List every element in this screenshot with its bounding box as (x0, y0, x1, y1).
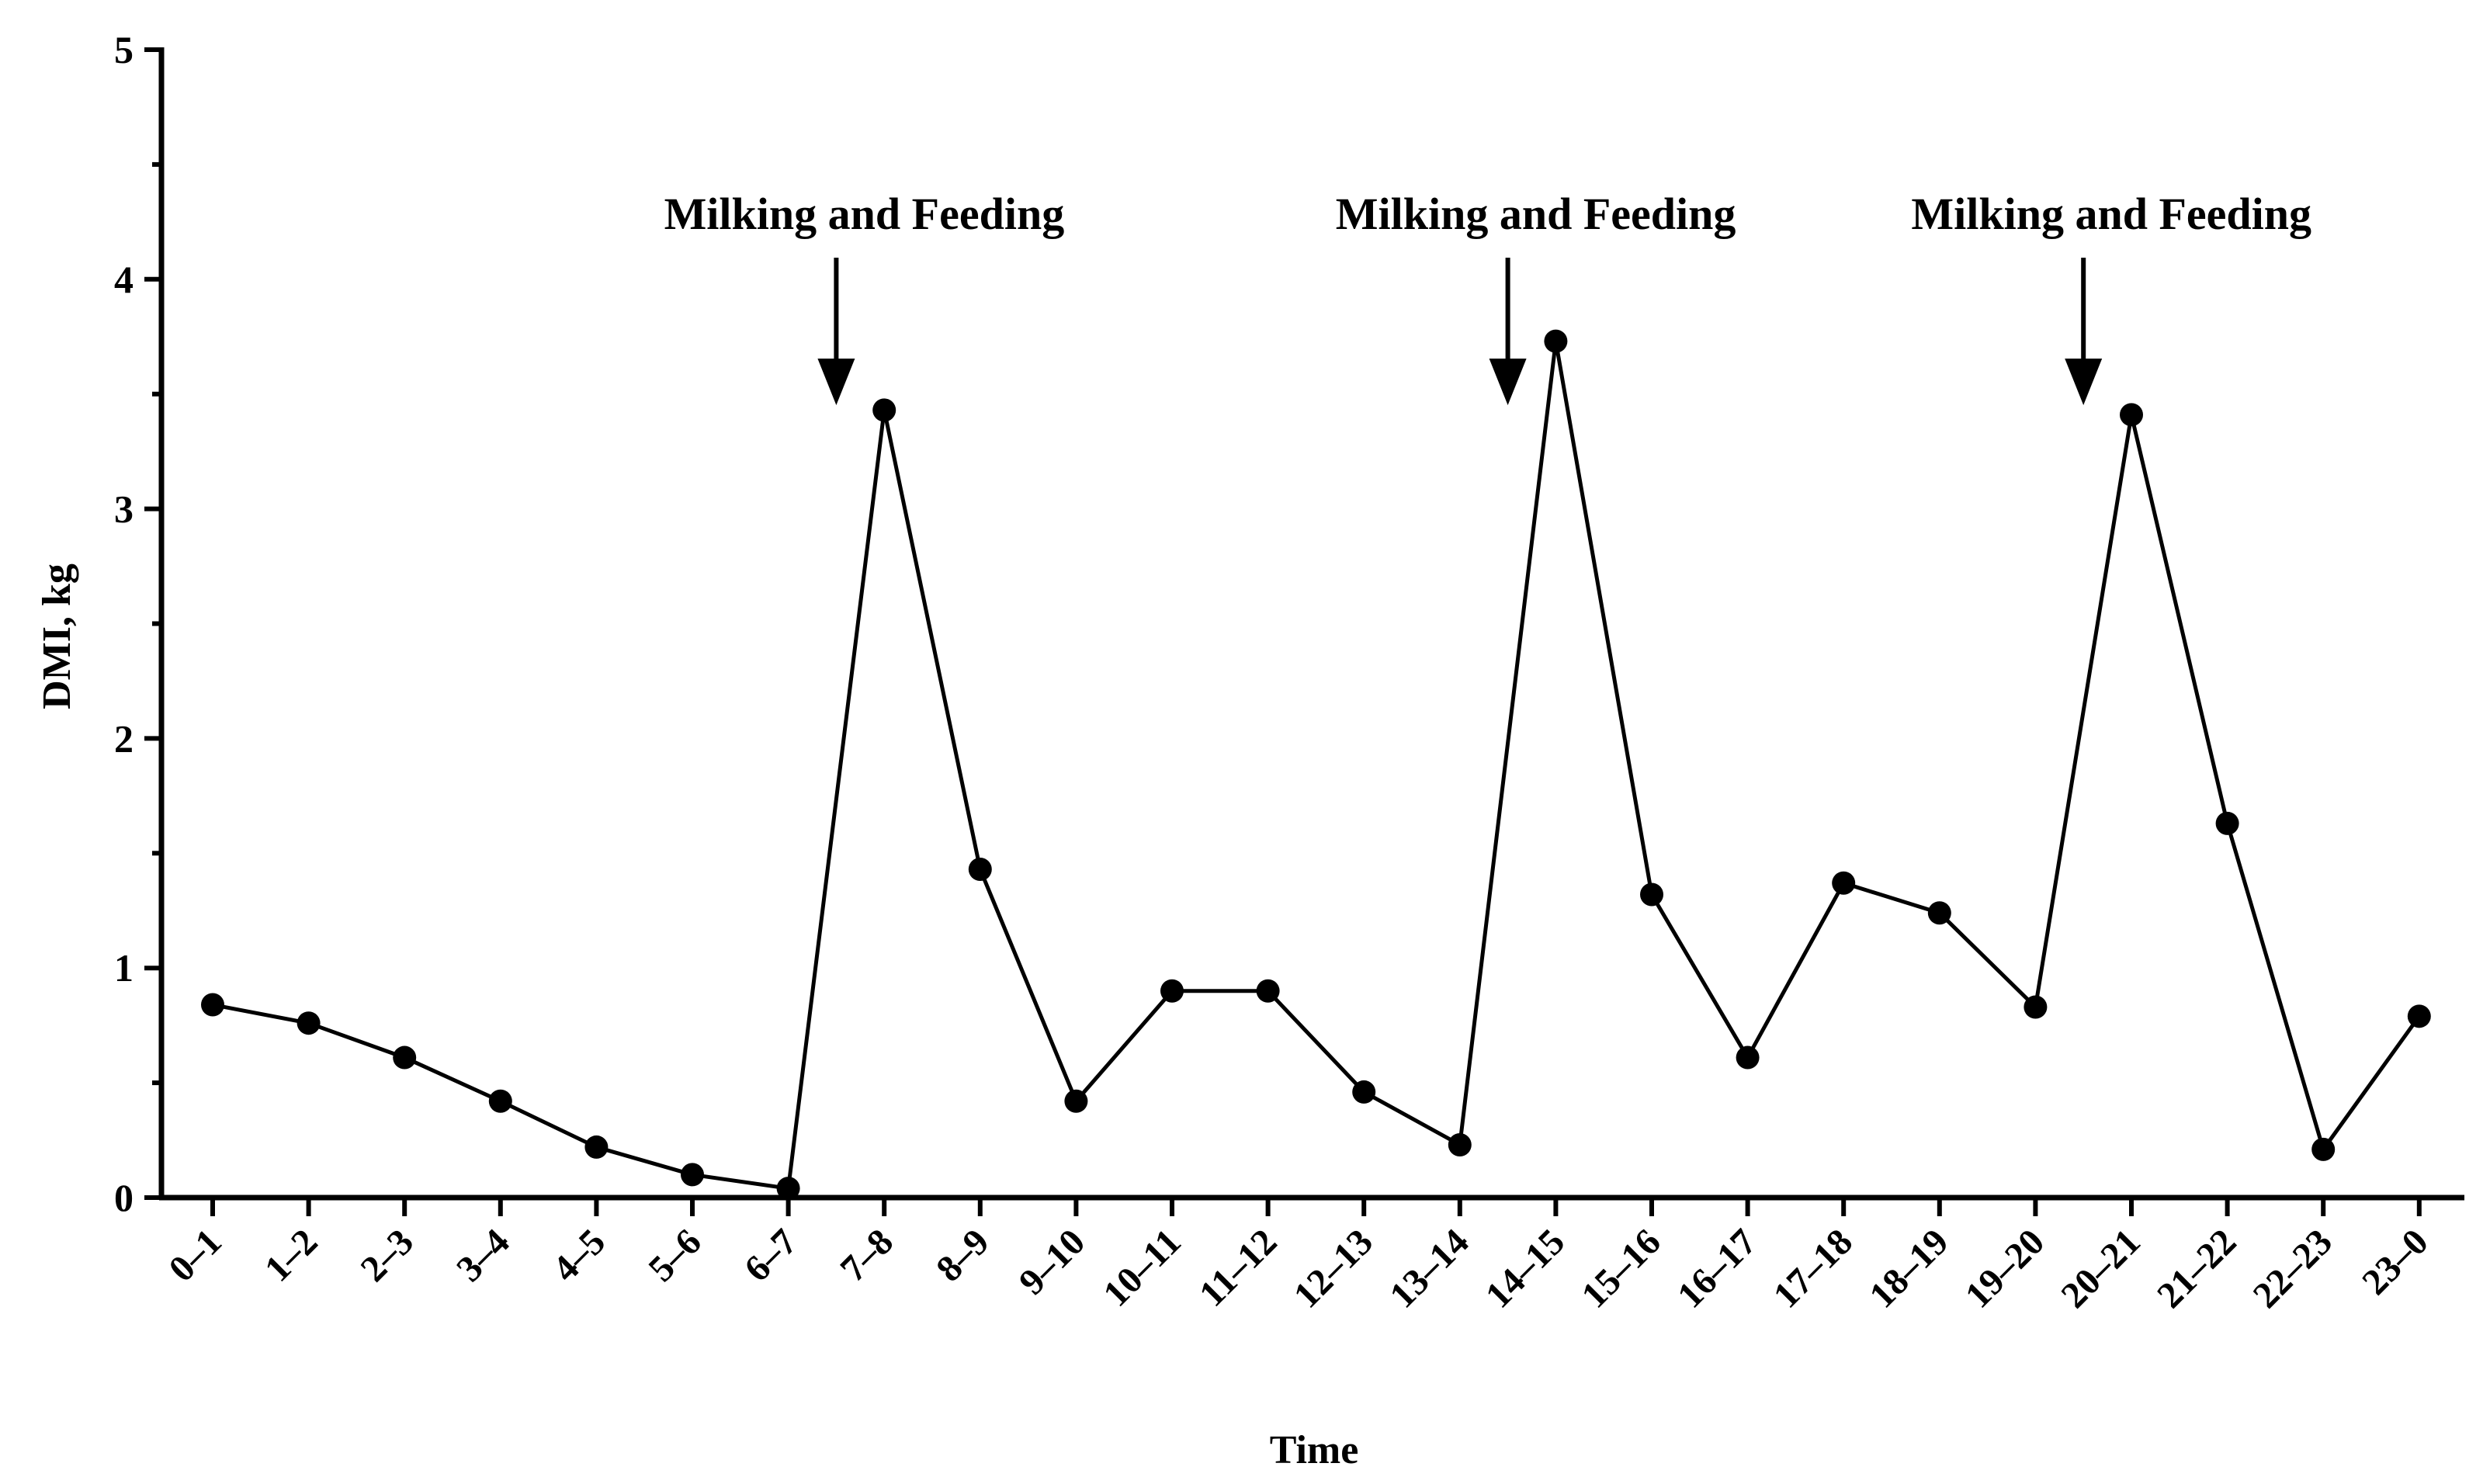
x-tick-label: 6–7 (737, 1221, 805, 1289)
y-axis-title: DMI, kg (35, 563, 79, 709)
annotation-label: Milking and Feeding (664, 189, 1065, 239)
data-point (201, 993, 224, 1017)
x-tick-label: 22–23 (2246, 1221, 2340, 1316)
annotation-milking-feeding: Milking and Feeding (664, 189, 1065, 405)
x-tick-label: 10–11 (1095, 1221, 1188, 1314)
x-tick-label: 11–12 (1191, 1221, 1285, 1314)
x-tick-label: 17–18 (1766, 1221, 1861, 1316)
x-tick-label: 2–3 (353, 1221, 421, 1289)
data-point (584, 1135, 609, 1159)
data-point (1927, 901, 1951, 925)
x-tick-label: 7–8 (833, 1221, 901, 1289)
data-point (1736, 1045, 1760, 1070)
data-point (1640, 882, 1663, 907)
data-point (393, 1045, 417, 1070)
data-point (1544, 329, 1568, 353)
data-points (201, 329, 2431, 1201)
data-point (488, 1089, 512, 1113)
x-tick-label: 21–22 (2149, 1221, 2244, 1316)
x-tick-label: 13–14 (1382, 1221, 1476, 1316)
data-point (2407, 1004, 2431, 1028)
y-tick-label: 3 (114, 487, 134, 531)
x-axis-title: Time (1270, 1428, 1359, 1472)
x-tick-label: 18–19 (1861, 1221, 1956, 1316)
data-point (776, 1177, 800, 1201)
y-tick-label: 1 (114, 946, 134, 990)
x-tick-label: 0–1 (161, 1221, 229, 1289)
y-tick-label: 4 (114, 258, 134, 301)
x-tick-label: 19–20 (1958, 1221, 2052, 1316)
data-point (2024, 995, 2048, 1019)
y-tick-label: 0 (114, 1176, 134, 1219)
data-point (2311, 1137, 2336, 1161)
x-tick-label: 16–17 (1670, 1221, 1764, 1316)
annotation-milking-feeding: Milking and Feeding (1911, 189, 2311, 405)
data-point (1256, 979, 1280, 1003)
y-tick-label: 5 (114, 28, 134, 71)
x-tick-label: 14–15 (1478, 1221, 1573, 1316)
series-line-dmi (212, 339, 2421, 1191)
down-arrow-icon (1489, 359, 1527, 405)
data-point (2120, 403, 2143, 427)
data-point (968, 858, 992, 882)
data-point (872, 398, 896, 422)
x-tick-label: 4–5 (545, 1221, 613, 1289)
data-point (681, 1163, 704, 1187)
annotation-label: Milking and Feeding (1336, 189, 1736, 239)
x-tick-label: 12–13 (1286, 1221, 1381, 1316)
down-arrow-icon (817, 359, 855, 405)
x-tick-label: 5–6 (640, 1221, 709, 1289)
x-tick-label: 20–21 (2053, 1221, 2148, 1316)
x-tick-label: 15–16 (1573, 1221, 1668, 1316)
annotation-milking-feeding: Milking and Feeding (1336, 189, 1736, 405)
x-tick-label: 23–0 (2354, 1221, 2436, 1302)
data-point (2215, 811, 2239, 835)
annotation-label: Milking and Feeding (1911, 189, 2311, 239)
x-tick-label: 9–10 (1011, 1221, 1093, 1302)
down-arrow-icon (2065, 359, 2103, 405)
y-tick-label: 2 (114, 716, 134, 760)
x-tick-label: 1–2 (257, 1221, 325, 1289)
data-point (1832, 871, 1856, 895)
x-tick-label: 8–9 (928, 1221, 997, 1289)
annotations: Milking and Feeding Milking and Feeding Mi… (664, 189, 2311, 405)
x-tick-label: 3–4 (449, 1221, 517, 1289)
data-point (1352, 1080, 1376, 1104)
data-point (1160, 979, 1184, 1003)
data-point (297, 1011, 321, 1035)
data-point (1064, 1089, 1088, 1113)
x-ticks: 0–1 1–2 2–3 3–4 4–5 5–6 6–7 7–8 8–9 9–10 10–11 11–1… (161, 1198, 2436, 1316)
data-point (1448, 1132, 1472, 1156)
y-ticks: 0 1 2 3 4 5 (114, 28, 161, 1219)
